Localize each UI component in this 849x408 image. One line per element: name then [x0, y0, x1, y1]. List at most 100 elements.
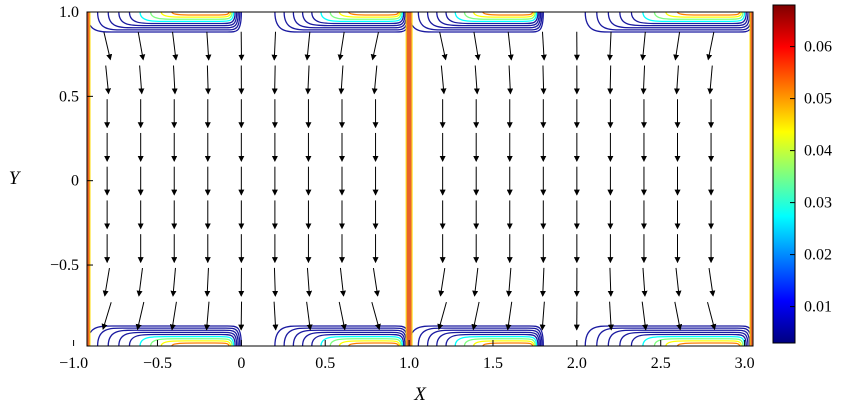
x-axis: −1.0 −0.5 0 0.5 1.0 1.5 2.0 2.5 3.0	[59, 340, 755, 372]
velocity-arrow	[272, 267, 279, 297]
velocity-arrow	[472, 267, 479, 297]
velocity-arrow	[338, 301, 347, 331]
contour-line	[676, 12, 741, 16]
velocity-arrow	[641, 301, 649, 331]
velocity-arrow	[438, 267, 446, 297]
velocity-arrow	[507, 65, 514, 95]
contour-lobe	[274, 325, 410, 346]
velocity-arrow	[708, 267, 716, 297]
velocity-arrow	[539, 267, 546, 297]
velocity-arrow	[440, 65, 447, 95]
contour-line	[118, 331, 238, 346]
contour-line	[139, 335, 235, 346]
velocity-arrow	[505, 301, 513, 331]
contour-line	[473, 12, 535, 18]
x-tick-label: −0.5	[143, 355, 172, 372]
y-axis: 1.0 0.5 0 −0.5	[50, 4, 93, 274]
x-tick-label: 1.5	[483, 355, 503, 372]
contour-line	[301, 12, 406, 27]
velocity-arrow	[371, 65, 378, 95]
velocity-arrow	[271, 65, 278, 95]
colorbar-tick-label: 0.06	[804, 39, 832, 56]
velocity-arrow	[105, 65, 112, 95]
contour-line	[426, 329, 542, 346]
velocity-arrow	[205, 65, 212, 95]
contour-line	[320, 335, 404, 346]
colorbar-tick-label: 0.04	[804, 143, 832, 160]
contour-line	[463, 338, 536, 346]
x-tick-label: 3.0	[735, 355, 755, 372]
x-tick-label: 0	[237, 355, 245, 372]
velocity-arrow	[170, 267, 177, 297]
contour-line	[338, 12, 401, 18]
contour-lobe	[584, 12, 753, 33]
velocity-arrow	[706, 31, 715, 61]
contour-line	[118, 12, 238, 27]
velocity-arrow	[337, 31, 345, 61]
contour-line	[665, 340, 742, 346]
velocity-arrow	[204, 301, 210, 331]
contour-line	[139, 12, 235, 23]
y-tick-label: 0	[71, 173, 79, 190]
velocity-arrow	[439, 31, 448, 61]
contour-line	[338, 340, 401, 346]
velocity-arrow	[204, 267, 211, 297]
contour-line	[128, 12, 236, 25]
contour-line	[96, 12, 241, 31]
contour-line	[653, 12, 744, 20]
plot-frame	[86, 11, 754, 347]
colorbar: 0.06 0.05 0.04 0.03 0.02 0.01	[772, 4, 832, 344]
velocity-arrow	[370, 31, 379, 61]
velocity-arrow	[607, 301, 614, 331]
velocity-arrow	[138, 65, 145, 95]
contour-line	[311, 12, 405, 25]
contour-line	[426, 12, 542, 29]
x-tick-label: 2.5	[651, 355, 671, 372]
contour-line	[320, 12, 404, 23]
velocity-arrow	[169, 301, 177, 331]
velocity-arrow	[339, 267, 346, 297]
contour-line	[417, 12, 543, 31]
contour-line	[445, 333, 539, 346]
contour-line	[607, 329, 751, 346]
contour-lobe	[87, 325, 242, 346]
y-tick-label: −0.5	[50, 257, 79, 274]
contour-line	[107, 12, 239, 29]
velocity-arrow	[607, 267, 614, 297]
contour-line	[607, 12, 751, 29]
velocity-arrow	[473, 65, 480, 95]
velocity-arrow	[272, 301, 279, 331]
contour-line	[473, 340, 535, 346]
contour-line	[630, 12, 747, 25]
contour-line	[445, 12, 539, 25]
y-axis-title: Y	[9, 168, 22, 189]
contour-lobe	[87, 12, 242, 33]
wall-strip	[750, 12, 753, 346]
velocity-arrow	[473, 31, 481, 61]
x-tick-label: −1.0	[59, 355, 88, 372]
contour-line	[436, 331, 540, 346]
velocity-arrow	[171, 65, 178, 95]
velocity-arrow	[102, 268, 110, 297]
velocity-arrow	[606, 31, 613, 61]
contour-line	[482, 342, 534, 346]
velocity-arrow	[471, 301, 480, 331]
velocity-arrow	[271, 31, 278, 61]
colorbar-tick-label: 0.01	[804, 299, 832, 316]
velocity-arrow	[205, 31, 212, 61]
velocity-arrow	[640, 31, 647, 61]
velocity-arrow	[338, 65, 345, 95]
contour-line	[619, 12, 749, 27]
velocity-arrow	[539, 301, 546, 331]
contour-line	[642, 335, 746, 346]
velocity-arrow	[371, 302, 381, 331]
contour-line	[329, 338, 402, 346]
colorbar-tick-label: 0.05	[804, 91, 832, 108]
contour-lobe	[408, 12, 544, 33]
x-tick-label: 2.0	[567, 355, 587, 372]
contour-line	[150, 338, 233, 346]
contour-line	[436, 12, 540, 27]
velocity-arrow	[172, 31, 179, 61]
contour-line	[619, 331, 749, 346]
contour-line	[454, 335, 538, 346]
